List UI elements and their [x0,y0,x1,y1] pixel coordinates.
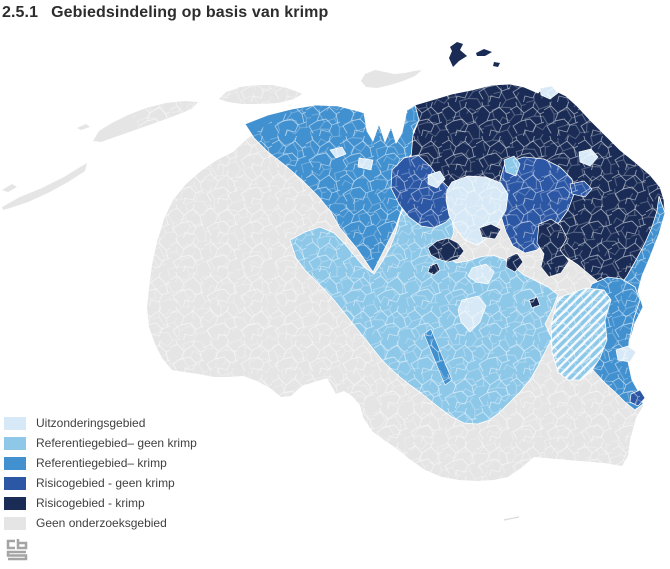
legend-label: Referentiegebied– geen krimp [36,436,197,450]
legend-swatch [4,477,26,490]
islet-sandbank [77,124,90,130]
legend-swatch [4,457,26,470]
islet-rottum-oost [476,49,492,56]
island-vlieland [2,163,87,210]
legend-label: Referentiegebied– krimp [36,456,167,470]
figure-title: 2.5.1 Gebiedsindeling op basis van krimp [2,4,328,22]
legend-row-risico-krimp: Risicogebied - krimp [4,497,197,510]
figure-number: 2.5.1 [2,4,39,21]
boundary-tick [503,516,520,521]
cbs-logo-glyph [6,539,28,561]
islet-rottum-west [449,42,467,67]
legend-swatch [4,437,26,450]
cbs-logo [4,538,30,569]
legend-row-geen-onderzoeksgebied: Geen onderzoeksgebied [4,517,197,530]
legend-label: Geen onderzoeksgebied [36,516,167,530]
legend-row-risico-geen-krimp: Risicogebied - geen krimp [4,477,197,490]
legend-label: Uitzonderingsgebied [36,416,146,430]
legend-label: Risicogebied - krimp [36,496,145,510]
legend-swatch [4,497,26,510]
legend-row-uitzonderingsgebied: Uitzonderingsgebied [4,417,197,430]
figure-title-text: Gebiedsindeling op basis van krimp [51,4,329,21]
legend-label: Risicogebied - geen krimp [36,476,175,490]
islet-west [2,184,17,192]
island-schiermonnikoog [361,70,422,88]
legend-row-referentie-geen-krimp: Referentiegebied– geen krimp [4,437,197,450]
islet-rottum-klein [493,62,500,67]
map-legend: Uitzonderingsgebied Referentiegebied– ge… [4,417,197,537]
legend-swatch [4,517,26,530]
legend-row-referentie-krimp: Referentiegebied– krimp [4,457,197,470]
legend-swatch [4,417,26,430]
